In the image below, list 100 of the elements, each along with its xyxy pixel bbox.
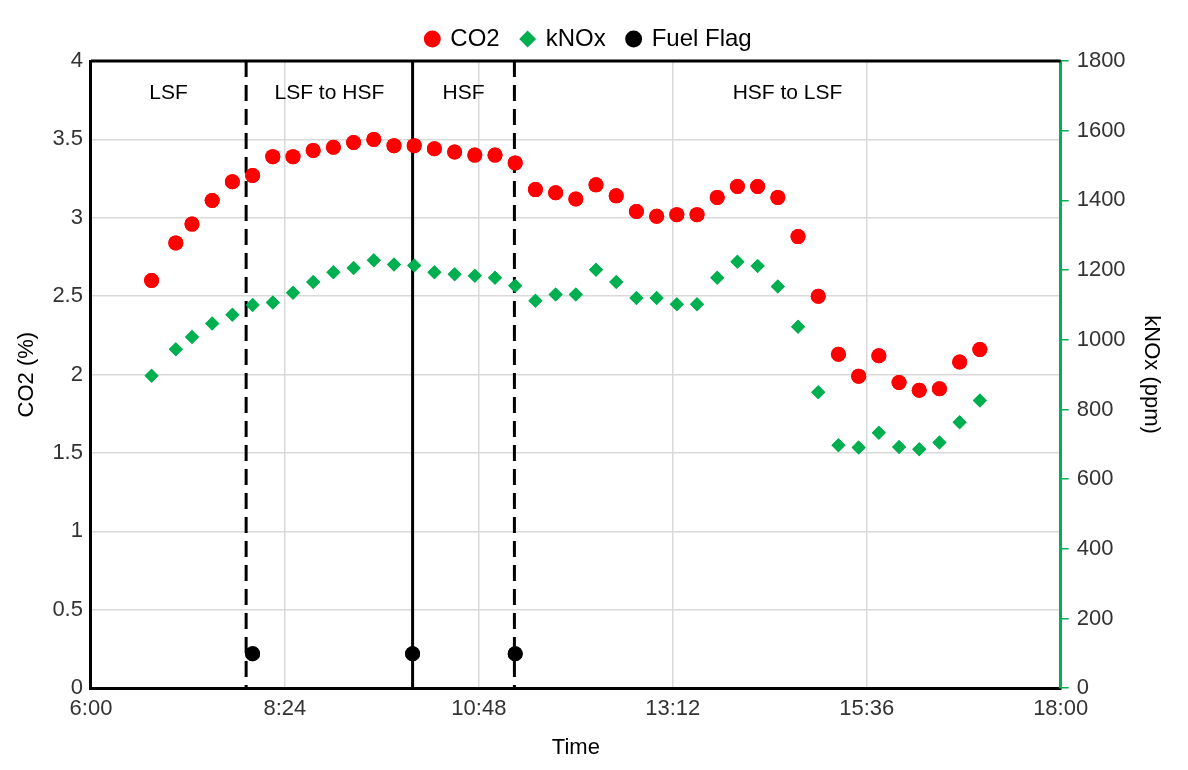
- point: [690, 297, 705, 312]
- point: [386, 138, 402, 154]
- point: [447, 144, 463, 160]
- point: [346, 135, 362, 151]
- point: [709, 189, 725, 205]
- annotation: HSF: [442, 79, 485, 103]
- point: [811, 385, 826, 400]
- legend-label: Fuel Flag: [651, 23, 752, 51]
- point: [628, 204, 644, 220]
- point: [427, 265, 442, 280]
- point: [952, 415, 967, 430]
- point: [326, 265, 341, 280]
- x-tick-label: 13:12: [645, 695, 701, 721]
- x-tick-label: 15:36: [839, 695, 895, 721]
- y2-tick-label: 1000: [1076, 325, 1126, 351]
- point: [589, 262, 604, 277]
- point: [791, 319, 806, 334]
- point: [488, 270, 503, 285]
- point: [548, 287, 563, 302]
- point: [366, 131, 382, 147]
- point: [588, 177, 604, 193]
- point: [608, 188, 624, 204]
- x-axis-title: Time: [551, 733, 600, 759]
- point: [225, 307, 240, 322]
- y-tick-label: 3.5: [52, 125, 83, 151]
- y2-tick-label: 1400: [1076, 186, 1126, 212]
- legend-label: kNOx: [545, 23, 606, 51]
- point: [205, 316, 220, 331]
- y2-tick-label: 1800: [1076, 47, 1126, 73]
- point: [830, 346, 846, 362]
- point: [629, 290, 644, 305]
- point: [467, 268, 482, 283]
- point: [892, 440, 907, 455]
- point: [831, 438, 846, 453]
- point: [144, 273, 160, 289]
- point: [265, 149, 281, 165]
- point: [366, 253, 381, 268]
- point: [669, 297, 684, 312]
- point: [387, 257, 402, 272]
- point: [790, 229, 806, 245]
- point: [972, 393, 987, 408]
- point: [528, 293, 543, 308]
- point: [810, 288, 826, 304]
- point: [710, 270, 725, 285]
- y2-tick-label: 600: [1076, 465, 1114, 491]
- point: [568, 191, 584, 207]
- y-tick-label: 3: [70, 203, 83, 229]
- point: [346, 260, 361, 275]
- point: [609, 274, 624, 289]
- y2-tick-label: 800: [1076, 395, 1114, 421]
- y2-tick-label: 400: [1076, 534, 1114, 560]
- point: [204, 193, 220, 209]
- point: [507, 155, 523, 171]
- point: [426, 141, 442, 157]
- point: [770, 279, 785, 294]
- point: [750, 258, 765, 273]
- point: [911, 382, 927, 398]
- point: [184, 216, 200, 232]
- legend-label: CO2: [450, 23, 500, 51]
- point: [649, 290, 664, 305]
- point: [305, 142, 321, 158]
- point: [487, 147, 503, 163]
- annotation: HSF to LSF: [732, 79, 843, 103]
- annotation: LSF to HSF: [274, 79, 385, 103]
- point: [952, 354, 968, 370]
- point: [649, 208, 665, 224]
- point: [851, 440, 866, 455]
- y-tick-label: 2: [70, 360, 83, 386]
- point: [851, 368, 867, 384]
- y-axis-title: CO2 (%): [13, 331, 39, 418]
- point: [168, 235, 184, 251]
- point: [770, 189, 786, 205]
- point: [912, 442, 927, 457]
- y-tick-label: 4: [70, 47, 83, 73]
- point: [245, 167, 261, 183]
- point: [286, 285, 300, 300]
- point: [467, 147, 483, 163]
- point: [144, 368, 159, 383]
- point: [224, 174, 240, 190]
- y2-axis-title: kNOx (ppm): [1139, 315, 1165, 434]
- point: [406, 138, 422, 154]
- point: [932, 435, 947, 450]
- point: [972, 342, 988, 358]
- y2-tick-label: 200: [1076, 604, 1114, 630]
- point: [891, 374, 907, 390]
- y2-tick-label: 1600: [1076, 116, 1126, 142]
- x-tick-label: 10:48: [451, 695, 507, 721]
- point: [730, 254, 745, 269]
- point: [168, 342, 183, 357]
- annotation: LSF: [149, 79, 188, 103]
- y-tick-label: 0.5: [52, 595, 83, 621]
- point: [548, 185, 564, 201]
- point: [184, 329, 199, 344]
- point: [750, 178, 766, 194]
- point: [325, 139, 341, 155]
- point: [669, 207, 685, 223]
- point: [306, 274, 321, 289]
- point: [507, 646, 523, 662]
- y-tick-label: 1: [70, 517, 83, 543]
- point: [245, 646, 261, 662]
